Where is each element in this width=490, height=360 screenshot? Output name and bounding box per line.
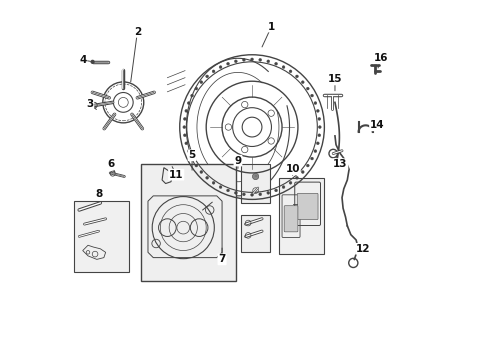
- Circle shape: [311, 157, 314, 160]
- Circle shape: [314, 150, 317, 153]
- Circle shape: [185, 142, 188, 145]
- Circle shape: [317, 109, 319, 112]
- Circle shape: [226, 62, 229, 65]
- Text: 6: 6: [107, 159, 115, 169]
- Circle shape: [206, 176, 209, 179]
- Bar: [242, 164, 270, 203]
- Circle shape: [195, 87, 198, 90]
- Circle shape: [195, 164, 198, 167]
- Circle shape: [311, 94, 314, 97]
- Text: 16: 16: [373, 53, 388, 63]
- Circle shape: [234, 192, 237, 194]
- Text: 4: 4: [79, 55, 86, 65]
- Circle shape: [206, 75, 209, 78]
- Circle shape: [219, 66, 222, 68]
- Text: 1: 1: [268, 22, 275, 32]
- Bar: [74, 201, 128, 272]
- Circle shape: [91, 60, 95, 64]
- Bar: [278, 178, 324, 254]
- Circle shape: [212, 70, 215, 73]
- Circle shape: [191, 157, 194, 160]
- Circle shape: [212, 181, 215, 184]
- Circle shape: [187, 150, 190, 153]
- Circle shape: [275, 62, 277, 65]
- Text: 8: 8: [95, 189, 102, 199]
- Circle shape: [242, 147, 248, 153]
- Circle shape: [191, 94, 194, 97]
- Circle shape: [295, 176, 298, 179]
- Circle shape: [295, 75, 298, 78]
- Text: 11: 11: [169, 170, 183, 180]
- Circle shape: [317, 142, 319, 145]
- Text: 10: 10: [285, 165, 300, 174]
- Circle shape: [252, 173, 259, 180]
- Circle shape: [251, 193, 253, 196]
- Circle shape: [306, 164, 309, 167]
- Circle shape: [183, 134, 186, 137]
- Circle shape: [289, 181, 292, 184]
- Circle shape: [267, 60, 270, 63]
- Text: 14: 14: [370, 120, 385, 130]
- Circle shape: [183, 126, 186, 129]
- Circle shape: [301, 81, 304, 84]
- Text: 9: 9: [234, 156, 242, 166]
- FancyBboxPatch shape: [297, 193, 318, 220]
- FancyBboxPatch shape: [284, 206, 298, 232]
- Circle shape: [185, 109, 188, 112]
- Circle shape: [243, 58, 245, 61]
- Circle shape: [318, 117, 321, 120]
- Circle shape: [306, 87, 309, 90]
- Circle shape: [289, 70, 292, 73]
- Text: 3: 3: [86, 99, 94, 109]
- Circle shape: [259, 58, 262, 61]
- Text: 2: 2: [134, 27, 141, 37]
- Circle shape: [225, 124, 232, 130]
- Circle shape: [275, 189, 277, 192]
- Text: 15: 15: [328, 75, 342, 85]
- Circle shape: [251, 58, 253, 61]
- Circle shape: [282, 186, 285, 189]
- Circle shape: [282, 66, 285, 68]
- Circle shape: [301, 171, 304, 174]
- Text: 7: 7: [219, 255, 226, 264]
- Circle shape: [226, 189, 229, 192]
- Circle shape: [318, 134, 321, 137]
- Circle shape: [267, 192, 270, 194]
- Text: 5: 5: [189, 150, 196, 160]
- Text: 13: 13: [333, 159, 347, 169]
- Circle shape: [234, 60, 237, 63]
- Circle shape: [219, 186, 222, 189]
- Circle shape: [259, 193, 262, 196]
- Circle shape: [268, 138, 274, 144]
- Circle shape: [314, 102, 317, 104]
- Bar: [141, 164, 236, 280]
- Circle shape: [200, 81, 203, 84]
- Circle shape: [183, 117, 186, 120]
- Circle shape: [318, 126, 321, 129]
- Circle shape: [268, 110, 274, 116]
- Circle shape: [242, 102, 248, 108]
- Circle shape: [187, 102, 190, 104]
- Text: 12: 12: [356, 244, 370, 254]
- Bar: [242, 215, 270, 252]
- Circle shape: [200, 171, 203, 174]
- Circle shape: [243, 193, 245, 196]
